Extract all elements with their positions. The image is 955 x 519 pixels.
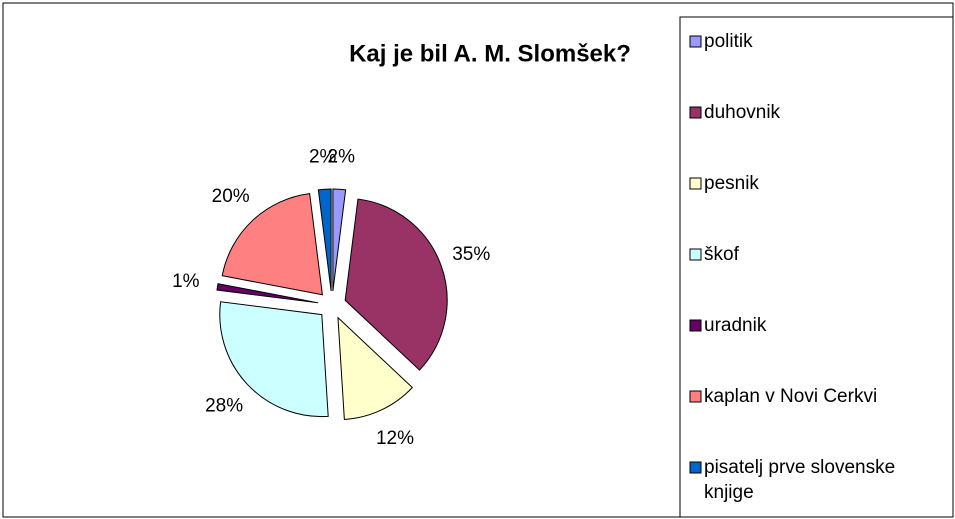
- legend-label: kaplan v Novi Cerkvi: [704, 386, 878, 407]
- data-label: 2%: [309, 146, 337, 167]
- data-label: 35%: [452, 244, 490, 265]
- legend-label: pisatelj prve slovenske knjige: [704, 457, 896, 503]
- legend-label: pesnik: [704, 173, 759, 194]
- data-label: 12%: [376, 428, 414, 449]
- data-label: 20%: [212, 186, 250, 207]
- legend-item: škof: [704, 244, 739, 265]
- pie-slice: [344, 198, 448, 371]
- legend-label: politik: [704, 31, 753, 52]
- legend-label: uradnik: [704, 315, 767, 336]
- data-label: 1%: [172, 271, 200, 292]
- legend-label: škof: [704, 244, 739, 265]
- pie-slice: [332, 188, 347, 292]
- legend-swatch: [689, 390, 702, 403]
- legend-swatch: [689, 35, 702, 48]
- data-label: 2%: [328, 146, 356, 167]
- chart-title: Kaj je bil A. M. Slomšek?: [349, 40, 631, 67]
- pie-slice: [216, 283, 319, 304]
- legend-item: pisatelj prve slovenske knjige: [704, 457, 896, 503]
- legend-item: duhovnik: [704, 102, 781, 123]
- legend-item: uradnik: [704, 315, 767, 336]
- legend-swatch: [689, 106, 702, 119]
- legend-swatch: [689, 177, 702, 190]
- pie-slice: [317, 188, 332, 292]
- legend-label: duhovnik: [704, 102, 781, 123]
- legend-item: politik: [704, 31, 753, 52]
- pie-slice: [219, 301, 329, 418]
- legend-item: pesnik: [704, 173, 759, 194]
- pie-slice: [337, 316, 414, 420]
- legend-swatch: [689, 461, 702, 474]
- data-label: 28%: [205, 395, 243, 416]
- legend-box: [679, 16, 954, 518]
- legend-swatch: [689, 248, 702, 261]
- pie-slice: [221, 193, 323, 296]
- legend-item: kaplan v Novi Cerkvi: [704, 386, 878, 407]
- legend-swatch: [689, 319, 702, 332]
